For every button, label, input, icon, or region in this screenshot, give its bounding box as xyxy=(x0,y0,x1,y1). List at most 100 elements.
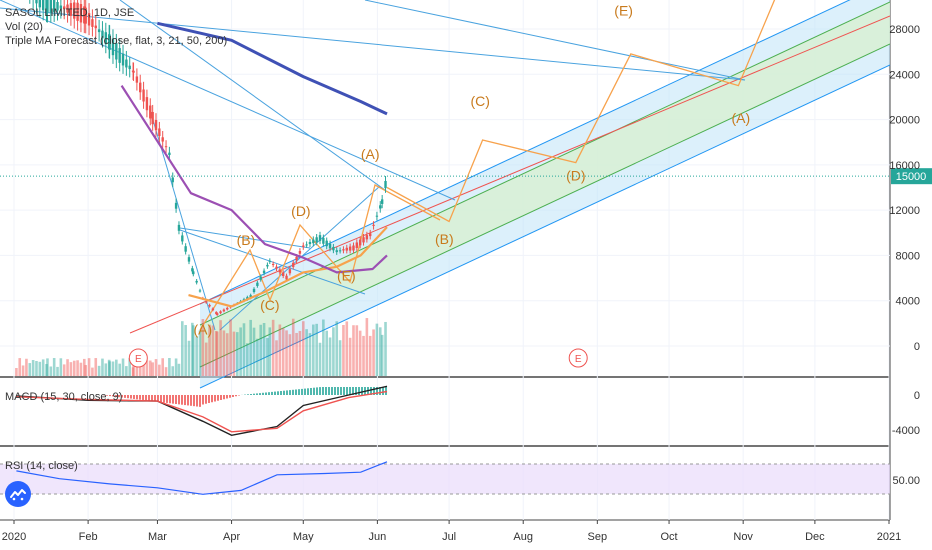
volume-bar xyxy=(365,318,369,376)
regression-midline xyxy=(129,15,891,334)
candle-body xyxy=(372,224,375,226)
candle-body xyxy=(312,239,315,244)
macd-histogram-bar xyxy=(373,387,375,395)
volume-bar xyxy=(174,358,178,376)
candle-body xyxy=(205,301,208,303)
volume-bar xyxy=(145,360,149,376)
volume-bar xyxy=(121,358,125,376)
macd-label[interactable]: MACD (15, 30, close, 9) xyxy=(5,391,123,403)
candle-body xyxy=(342,249,345,251)
volume-bar xyxy=(225,333,229,376)
volume-bar xyxy=(91,367,94,376)
volume-bar xyxy=(28,363,32,376)
volume-bar xyxy=(308,333,312,376)
volume-bar xyxy=(235,332,239,376)
price-tick-label: 16000 xyxy=(889,160,920,172)
volume-bar xyxy=(378,327,382,376)
time-tick-label: Dec xyxy=(805,531,825,543)
volume-bar xyxy=(72,360,76,376)
volume-bar xyxy=(18,358,22,376)
volume-bar xyxy=(266,337,269,376)
volume-bar xyxy=(69,362,73,376)
volume-bar xyxy=(219,320,222,376)
candle-body xyxy=(177,224,181,231)
volume-bar xyxy=(131,367,135,376)
volume-bar xyxy=(125,366,128,376)
volume-bar xyxy=(164,367,168,376)
trend-line xyxy=(179,229,366,295)
candle-body xyxy=(128,65,131,70)
macd-histogram-bar xyxy=(109,395,111,397)
rsi-band xyxy=(0,464,890,494)
candle-body xyxy=(142,89,145,102)
time-tick-label: Nov xyxy=(733,531,753,543)
candle-body xyxy=(184,246,187,252)
candle-body xyxy=(191,268,194,272)
volume-bar xyxy=(332,327,335,376)
volume-bar xyxy=(278,324,282,376)
wave-label: (A) xyxy=(731,110,750,126)
macd-histogram-bar xyxy=(286,390,288,395)
volume-bar xyxy=(87,358,91,376)
volume-bar xyxy=(46,358,49,376)
volume-bar xyxy=(154,359,158,376)
volume-bar xyxy=(285,330,288,376)
tradingview-logo[interactable] xyxy=(5,481,31,507)
candle-body xyxy=(52,0,56,12)
macd-histogram-bar xyxy=(376,387,378,395)
candle-body xyxy=(91,19,94,27)
macd-histogram-bar xyxy=(136,395,138,400)
candle-body xyxy=(56,1,59,11)
volume-bar xyxy=(45,364,48,376)
candle-body xyxy=(226,307,229,310)
candle-body xyxy=(87,13,91,26)
forecast-label[interactable]: Triple MA Forecast (close, flat, 3, 21, … xyxy=(5,35,228,47)
volume-bar xyxy=(268,327,272,376)
candle-body xyxy=(348,246,352,251)
candle-body xyxy=(195,280,198,283)
candle-body xyxy=(79,4,83,23)
macd-histogram-bar xyxy=(130,395,132,399)
volume-bar xyxy=(358,330,362,376)
candle-body xyxy=(211,308,215,311)
macd-histogram-bar xyxy=(253,393,255,395)
time-tick-label: May xyxy=(293,531,314,543)
macd-tick-label: 0 xyxy=(914,390,920,402)
macd-histogram-bar xyxy=(220,395,222,400)
volume-bar xyxy=(84,365,88,376)
symbol-title[interactable]: SASOL LIMITED, 1D, JSE xyxy=(5,7,135,19)
trend-line xyxy=(0,0,456,201)
rsi-label[interactable]: RSI (14, close) xyxy=(5,460,78,472)
price-tick-label: 4000 xyxy=(896,296,920,308)
macd-histogram-bar xyxy=(172,395,174,404)
macd-histogram-bar xyxy=(256,393,258,395)
volume-bar xyxy=(101,358,104,376)
macd-histogram-bar xyxy=(178,395,180,405)
moving-average-line xyxy=(157,21,388,116)
time-tick-label: Feb xyxy=(79,531,98,543)
candle-body xyxy=(369,233,372,237)
volume-label[interactable]: Vol (20) xyxy=(5,21,43,33)
volume-bar xyxy=(128,358,132,376)
candle-body xyxy=(66,4,69,13)
macd-histogram-bar xyxy=(106,395,108,396)
volume-bar xyxy=(288,334,292,376)
candle-body xyxy=(355,242,359,249)
candle-body xyxy=(104,32,108,45)
macd-histogram-bar xyxy=(292,389,294,395)
volume-bar xyxy=(204,342,208,376)
macd-histogram-bar xyxy=(163,395,165,403)
volume-bar xyxy=(380,334,384,376)
volume-bar xyxy=(15,368,18,376)
volume-bar xyxy=(249,319,252,376)
candle-body xyxy=(315,237,318,243)
macd-histogram-bar xyxy=(379,387,381,395)
macd-histogram-bar xyxy=(322,387,324,395)
volume-bar xyxy=(348,337,352,376)
time-tick-label: Apr xyxy=(223,531,240,543)
candle-body xyxy=(158,128,161,136)
event-marker-label: E xyxy=(135,354,142,365)
macd-tick-label: -4000 xyxy=(892,425,920,437)
